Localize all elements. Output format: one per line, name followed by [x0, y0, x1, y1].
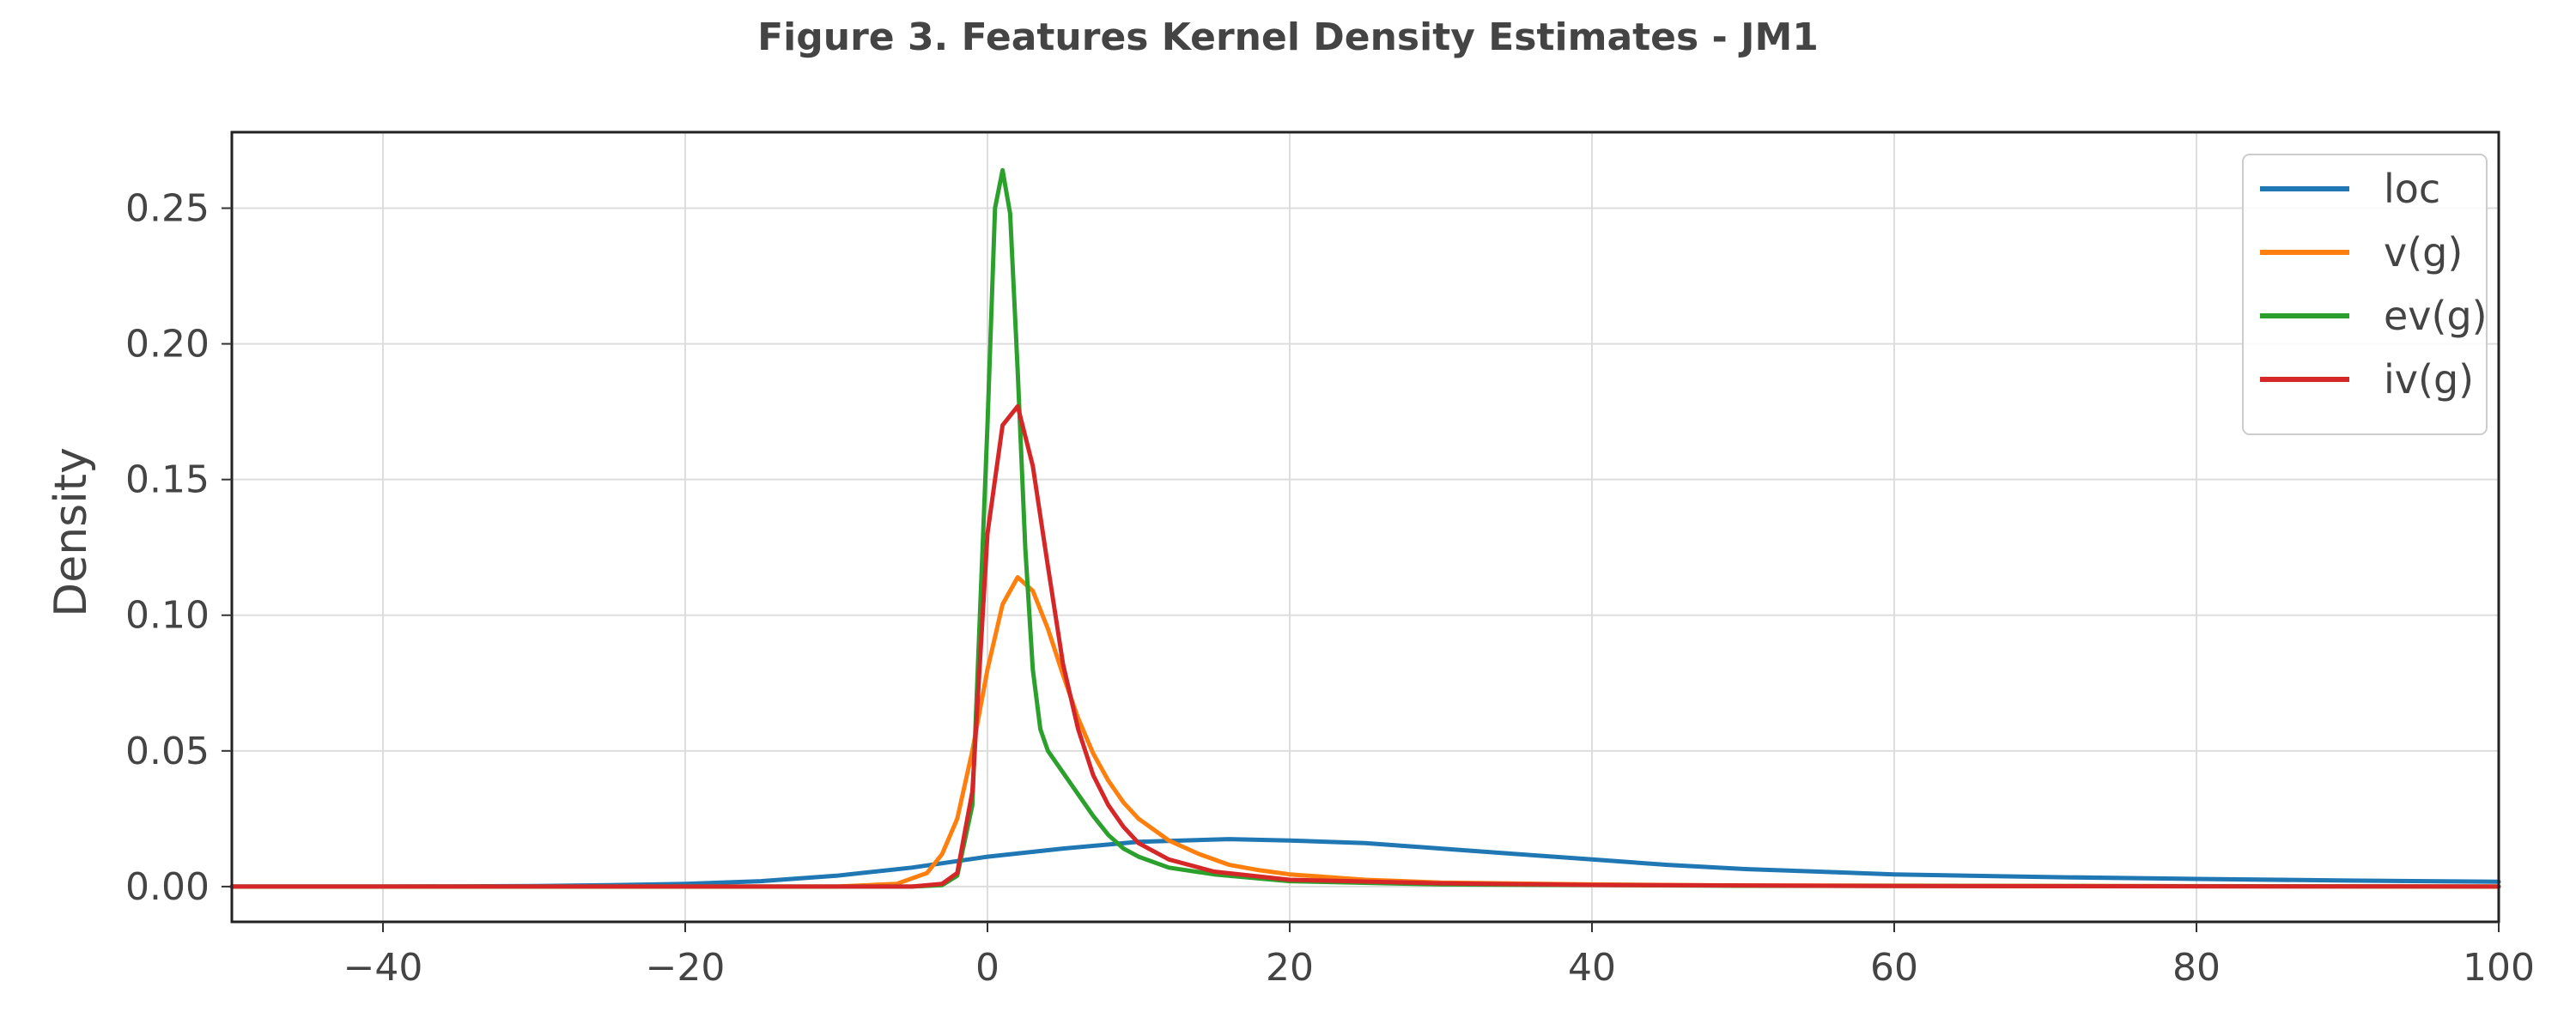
y-tick-label: 0.05 [125, 730, 210, 773]
series-line-evg [229, 167, 2501, 889]
legend-label: v(g) [2384, 229, 2463, 276]
legend-label: iv(g) [2384, 356, 2474, 403]
legend: loc v(g) ev(g) iv(g) [2242, 154, 2488, 435]
x-tick-label: 0 [975, 946, 999, 990]
series-line-ivg [229, 403, 2501, 889]
chart-title: Figure 3. Features Kernel Density Estima… [757, 15, 1819, 59]
y-tick-label: 0.15 [125, 458, 210, 502]
legend-box [2242, 154, 2488, 435]
y-tick-label: 0.00 [125, 865, 210, 909]
x-tick-label: 40 [1568, 946, 1616, 990]
y-axis-label: Density [46, 447, 97, 617]
x-tick-label: 60 [1870, 946, 1918, 990]
x-tick-label: 80 [2172, 946, 2221, 990]
axis-ticks: −40 −20 0 20 40 60 80 100 0.00 0.05 0.10 0.15 0.20 0.… [125, 187, 2535, 990]
legend-label: loc [2384, 166, 2440, 212]
x-tick-label: −40 [343, 946, 423, 990]
series-line-vg [229, 575, 2501, 889]
grid-lines [232, 132, 2500, 922]
x-tick-label: −20 [646, 946, 726, 990]
x-tick-label: 100 [2463, 946, 2535, 990]
series-lines [229, 167, 2501, 889]
plot-frame [230, 130, 2500, 924]
legend-label: ev(g) [2384, 293, 2488, 339]
y-tick-label: 0.20 [125, 323, 210, 367]
y-tick-label: 0.10 [125, 594, 210, 638]
series-line-loc [229, 837, 2501, 889]
y-tick-label: 0.25 [125, 187, 210, 231]
x-tick-label: 20 [1266, 946, 1314, 990]
